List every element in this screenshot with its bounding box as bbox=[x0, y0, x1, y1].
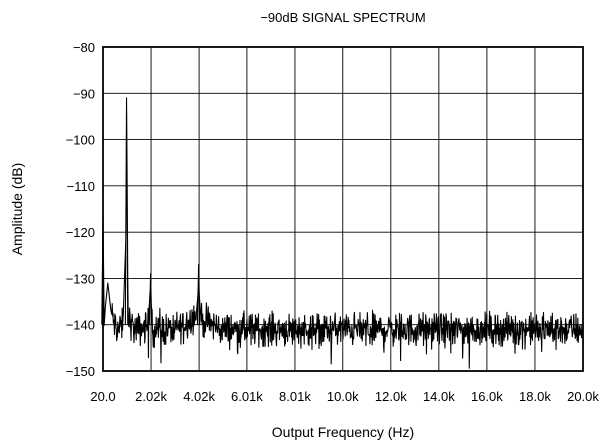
x-axis-label: Output Frequency (Hz) bbox=[272, 424, 414, 440]
y-axis-label: Amplitude (dB) bbox=[9, 163, 25, 256]
x-tick-label: 10.0k bbox=[327, 389, 359, 404]
x-tick-label: 12.0k bbox=[375, 389, 407, 404]
x-tick-label: 8.01k bbox=[279, 389, 311, 404]
x-tick-label: 20.0 bbox=[90, 389, 115, 404]
x-tick-label: 16.0k bbox=[471, 389, 503, 404]
y-tick-label: −120 bbox=[66, 225, 95, 240]
x-tick-label: 14.0k bbox=[423, 389, 455, 404]
plot-frame bbox=[102, 46, 584, 372]
y-tick-labels: −80 −90 −100 −110 −120 −130 −140 −150 bbox=[66, 40, 95, 379]
y-tick-label: −90 bbox=[73, 86, 95, 101]
x-tick-label: 18.0k bbox=[519, 389, 551, 404]
x-tick-labels: 20.0 2.02k 4.02k 6.01k 8.01k 10.0k 12.0k 14.0k 1… bbox=[90, 389, 599, 404]
x-tick-label: 20.0k bbox=[567, 389, 599, 404]
y-tick-label: −100 bbox=[66, 133, 95, 148]
chart-title: −90dB SIGNAL SPECTRUM bbox=[260, 10, 425, 25]
x-tick-label: 2.02k bbox=[135, 389, 167, 404]
spectrum-trace bbox=[101, 97, 584, 369]
x-tick-label: 4.02k bbox=[183, 389, 215, 404]
y-tick-label: −110 bbox=[67, 179, 95, 194]
y-tick-label: −140 bbox=[66, 318, 95, 333]
y-tick-label: −150 bbox=[66, 364, 95, 379]
y-tick-label: −80 bbox=[73, 40, 95, 55]
x-tick-label: 6.01k bbox=[231, 389, 263, 404]
y-tick-label: −130 bbox=[66, 271, 95, 286]
